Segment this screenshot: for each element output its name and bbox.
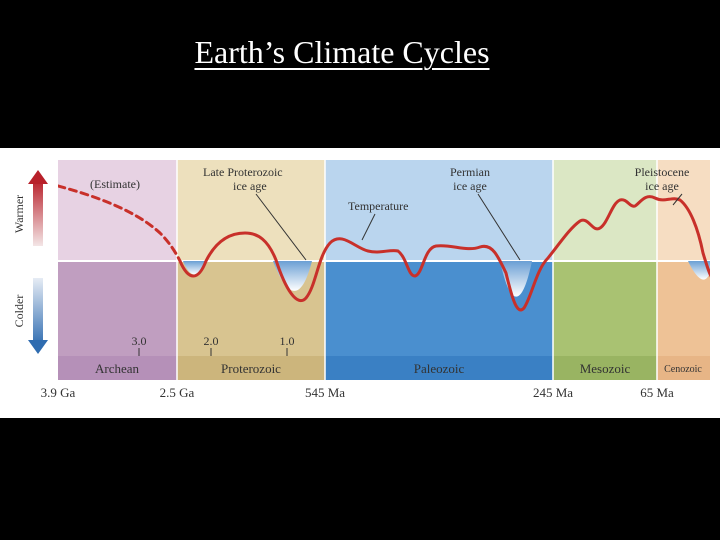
- pleistocene-pointer: [672, 193, 683, 206]
- time-tick-3-9-ga: 3.9 Ga: [41, 385, 76, 400]
- pleistocene-label-line2: ice age: [645, 179, 679, 193]
- scale-mark-3-0: 3.0: [132, 334, 147, 348]
- era-paleozoic: Paleozoic: [414, 361, 465, 376]
- era-panels-upper: [58, 160, 710, 261]
- late-proterozoic-pointer: [255, 193, 307, 261]
- era-bars: [58, 356, 710, 380]
- time-tick-2-5-ga: 2.5 Ga: [160, 385, 195, 400]
- temperature-curve: [58, 184, 710, 312]
- temperature-curve-measured: [178, 195, 710, 312]
- era-boundaries: [176, 160, 658, 380]
- permian-pointer: [477, 193, 521, 261]
- era-proterozoic: Proterozoic: [221, 361, 281, 376]
- era-archean: Archean: [95, 361, 140, 376]
- warmer-label: Warmer: [12, 195, 26, 233]
- late-proterozoic-label-line2: ice age: [233, 179, 267, 193]
- slide-title: Earth’s Climate Cycles: [194, 34, 490, 70]
- colder-label: Colder: [12, 295, 26, 328]
- temperature-label: Temperature: [348, 199, 408, 213]
- pleistocene-label-line1: Pleistocene: [635, 165, 690, 179]
- temperature-pointer: [361, 213, 376, 241]
- permian-label-line2: ice age: [453, 179, 487, 193]
- permian-label-line1: Permian: [450, 165, 490, 179]
- estimate-label: (Estimate): [90, 177, 140, 191]
- climate-cycles-figure: Warmer Colder (Estimate) Late Proterozoi…: [0, 148, 720, 418]
- warmer-arrow: [28, 170, 48, 246]
- scale-mark-2-0: 2.0: [204, 334, 219, 348]
- temperature-curve-estimate: [58, 184, 182, 263]
- era-panels-lower: [58, 261, 710, 356]
- era-cenozoic: Cenozoic: [664, 364, 702, 375]
- late-proterozoic-label-line1: Late Proterozoic: [203, 165, 283, 179]
- era-names: Archean Proterozoic Paleozoic Mesozoic C…: [95, 361, 702, 376]
- time-tick-245-ma: 245 Ma: [533, 385, 573, 400]
- scale-mark-1-0: 1.0: [280, 334, 295, 348]
- colder-arrow: [28, 278, 48, 354]
- time-tick-65-ma: 65 Ma: [640, 385, 674, 400]
- time-ticks: 3.9 Ga 2.5 Ga 545 Ma 245 Ma 65 Ma: [41, 385, 674, 400]
- era-mesozoic: Mesozoic: [580, 361, 631, 376]
- scale-marks: 3.0 2.0 1.0: [132, 334, 295, 356]
- time-tick-545-ma: 545 Ma: [305, 385, 345, 400]
